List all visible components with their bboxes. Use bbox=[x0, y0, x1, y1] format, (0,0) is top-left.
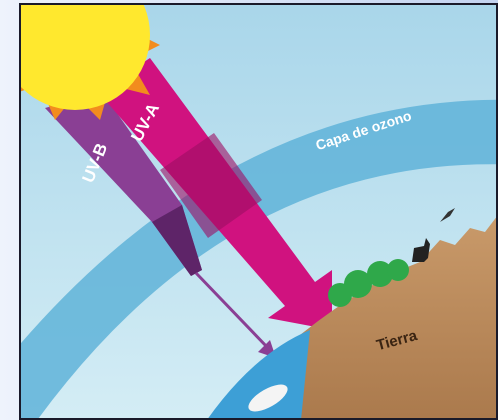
page: UV-B UV-A Capa de ozono Tierra (() => { … bbox=[0, 0, 498, 420]
illustration: UV-B UV-A Capa de ozono Tierra bbox=[0, 0, 498, 420]
scene: UV-B UV-A Capa de ozono Tierra bbox=[0, 0, 498, 420]
